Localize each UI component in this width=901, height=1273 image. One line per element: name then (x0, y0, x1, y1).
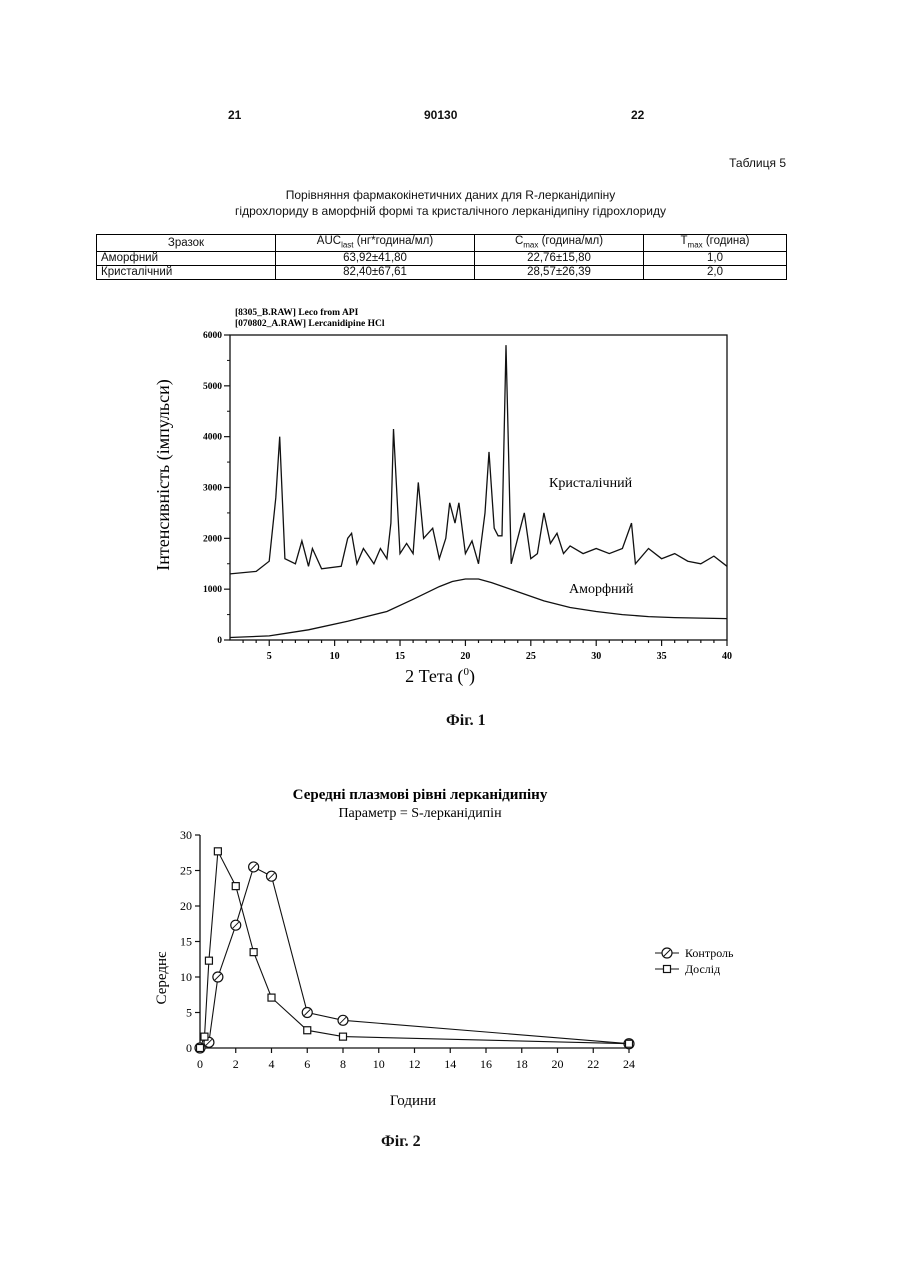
x-tick-label: 4 (269, 1057, 275, 1071)
x-tick-label: 14 (444, 1057, 456, 1071)
x-tick-label: 0 (197, 1057, 203, 1071)
data-point-test (250, 949, 257, 956)
cell-auc: 82,40±67,61 (276, 266, 475, 280)
x-tick-label: 15 (395, 651, 405, 662)
y-tick-label: 20 (180, 899, 192, 913)
data-point-test (214, 848, 221, 855)
series-line-crystalline (230, 345, 727, 574)
chart2-ylabel: Середнє (154, 951, 170, 1004)
cell-tmax: 2,0 (644, 266, 787, 280)
chart2-subtitle: Параметр = S-лерканідипін (338, 806, 502, 821)
header-auc: AUClast (нг*година/мл) (276, 235, 475, 252)
x-tick-label: 20 (552, 1057, 564, 1071)
data-point-test (304, 1027, 311, 1034)
x-tick-label: 10 (373, 1057, 385, 1071)
plasma-chart: Середні плазмові рівні лерканідипіну Пар… (0, 780, 901, 1130)
x-tick-label: 2 (233, 1057, 239, 1071)
y-tick-label: 6000 (203, 331, 222, 341)
table-caption-line1: Порівняння фармакокінетичних даних для R… (0, 187, 901, 203)
series-label-crystalline: Кристалічний (549, 476, 633, 491)
table-header-row: Зразок AUClast (нг*година/мл) Cmax (годи… (97, 235, 787, 252)
chart1-ylabel: Інтенсивність (імпульси) (153, 379, 174, 570)
x-tick-label: 25 (526, 651, 536, 662)
x-tick-label: 5 (267, 651, 272, 662)
x-tick-label: 20 (460, 651, 470, 662)
chart1-legend-line2: [070802_A.RAW] Lercanidipine HCl (235, 319, 385, 329)
header-cmax: Cmax (година/мл) (475, 235, 644, 252)
fig2-caption: Фіг. 2 (381, 1133, 421, 1151)
chart2-xlabel: Години (390, 1093, 436, 1109)
x-tick-label: 30 (591, 651, 601, 662)
data-point-test (340, 1033, 347, 1040)
chart1-axes (230, 335, 727, 640)
cell-cmax: 22,76±15,80 (475, 252, 644, 266)
series-label-amorphous: Аморфний (569, 582, 634, 597)
table-row: Аморфний 63,92±41,80 22,76±15,80 1,0 (97, 252, 787, 266)
left-page-number: 21 (228, 108, 241, 122)
table-label: Таблиця 5 (729, 156, 786, 170)
x-tick-label: 10 (330, 651, 340, 662)
chart2-legend: Контроль Дослід (655, 946, 734, 976)
y-tick-label: 10 (180, 970, 192, 984)
chart2-axes (200, 835, 629, 1048)
y-tick-label: 1000 (203, 585, 222, 595)
series-line-control (200, 867, 629, 1048)
x-tick-label: 24 (623, 1057, 635, 1071)
y-tick-label: 3000 (203, 484, 222, 494)
chart1-frame (230, 335, 727, 640)
cell-tmax: 1,0 (644, 252, 787, 266)
y-tick-label: 4000 (203, 433, 222, 443)
x-tick-label: 8 (340, 1057, 346, 1071)
table-caption: Порівняння фармакокінетичних даних для R… (0, 187, 901, 219)
chart2-ticks: 024681012141618202224051015202530 (180, 828, 635, 1071)
x-tick-label: 35 (657, 651, 667, 662)
data-point-test (232, 883, 239, 890)
chart1-xlabel: 2 Тета (0) (405, 666, 475, 687)
x-tick-label: 6 (304, 1057, 310, 1071)
pk-table: Зразок AUClast (нг*година/мл) Cmax (годи… (96, 234, 787, 280)
xrpd-chart: [8305_B.RAW] Leco from API [070802_A.RAW… (0, 295, 901, 695)
y-tick-label: 30 (180, 828, 192, 842)
data-point-test (201, 1033, 208, 1040)
document-number: 90130 (424, 108, 457, 122)
x-tick-label: 18 (516, 1057, 528, 1071)
table-caption-line2: гідрохлориду в аморфній формі та кристал… (0, 203, 901, 219)
y-tick-label: 2000 (203, 534, 222, 544)
right-page-number: 22 (631, 108, 644, 122)
cell-auc: 63,92±41,80 (276, 252, 475, 266)
y-tick-label: 0 (186, 1041, 192, 1055)
chart2-series (195, 848, 634, 1053)
data-point-test (268, 994, 275, 1001)
cell-sample: Кристалічний (97, 266, 276, 280)
y-tick-label: 5 (186, 1006, 192, 1020)
x-tick-label: 40 (722, 651, 732, 662)
chart1-legend-line1: [8305_B.RAW] Leco from API (235, 308, 359, 318)
header-tmax: Tmax (година) (644, 235, 787, 252)
legend-marker-square (664, 966, 671, 973)
cell-cmax: 28,57±26,39 (475, 266, 644, 280)
legend-entry: Контроль (685, 946, 734, 960)
y-tick-label: 0 (217, 636, 222, 646)
y-tick-label: 25 (180, 864, 192, 878)
x-tick-label: 22 (587, 1057, 599, 1071)
fig1-caption: Фіг. 1 (446, 712, 486, 730)
y-tick-label: 5000 (203, 382, 222, 392)
data-point-test (626, 1040, 633, 1047)
chart2-title: Середні плазмові рівні лерканідипіну (293, 787, 548, 803)
cell-sample: Аморфний (97, 252, 276, 266)
data-point-test (197, 1045, 204, 1052)
series-line-test (200, 851, 629, 1048)
x-tick-label: 16 (480, 1057, 492, 1071)
data-point-test (205, 957, 212, 964)
y-tick-label: 15 (180, 935, 192, 949)
table-row: Кристалічний 82,40±67,61 28,57±26,39 2,0 (97, 266, 787, 280)
legend-entry: Дослід (685, 962, 720, 976)
x-tick-label: 12 (409, 1057, 421, 1071)
header-sample: Зразок (97, 235, 276, 252)
series-line-amorphous (230, 579, 727, 638)
